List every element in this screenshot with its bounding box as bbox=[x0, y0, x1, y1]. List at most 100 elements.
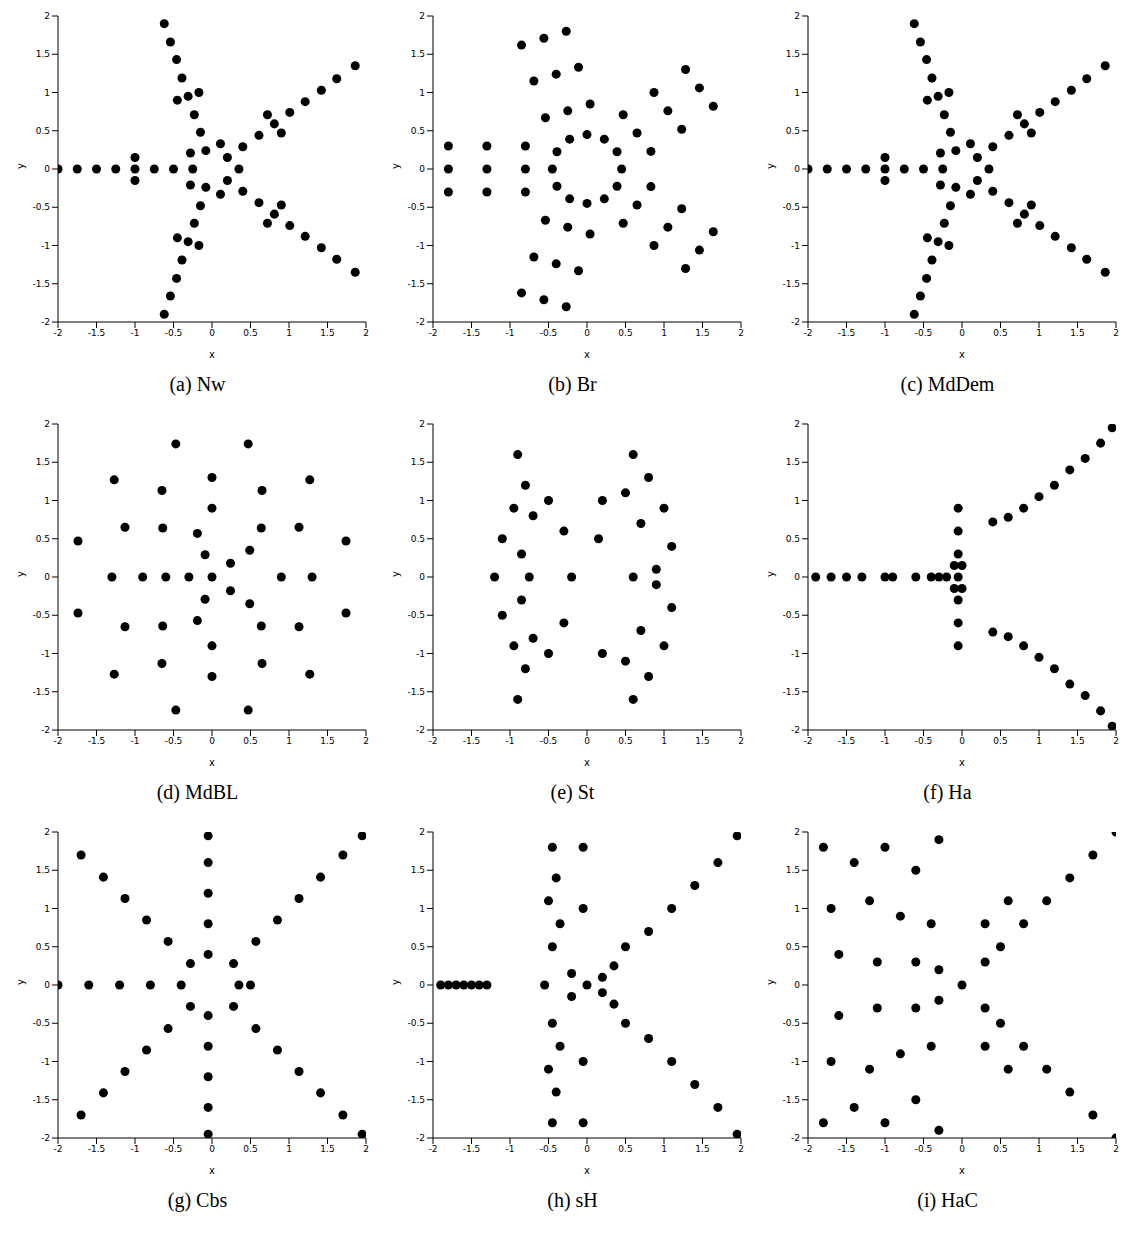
svg-text:2: 2 bbox=[794, 827, 800, 837]
svg-text:-2: -2 bbox=[41, 725, 50, 735]
svg-text:-1.5: -1.5 bbox=[87, 1144, 105, 1154]
svg-text:-1: -1 bbox=[791, 649, 800, 659]
svg-text:1: 1 bbox=[1036, 328, 1042, 338]
svg-text:-2: -2 bbox=[416, 725, 425, 735]
svg-text:-0.5: -0.5 bbox=[782, 202, 800, 212]
svg-text:2: 2 bbox=[738, 736, 744, 746]
svg-text:2: 2 bbox=[794, 419, 800, 429]
svg-text:-1.5: -1.5 bbox=[32, 687, 50, 697]
svg-text:0: 0 bbox=[584, 736, 590, 746]
svg-text:2: 2 bbox=[1113, 1144, 1119, 1154]
svg-text:y: y bbox=[764, 571, 775, 577]
svg-text:-1: -1 bbox=[41, 1057, 50, 1067]
svg-text:1.5: 1.5 bbox=[695, 736, 709, 746]
svg-text:1.5: 1.5 bbox=[320, 1144, 334, 1154]
svg-text:1.5: 1.5 bbox=[410, 49, 424, 59]
svg-text:0: 0 bbox=[44, 572, 50, 582]
svg-text:0: 0 bbox=[794, 980, 800, 990]
svg-text:1: 1 bbox=[1036, 1144, 1042, 1154]
svg-text:y: y bbox=[14, 571, 25, 577]
svg-text:-0.5: -0.5 bbox=[407, 610, 425, 620]
svg-text:-1.5: -1.5 bbox=[462, 328, 480, 338]
svg-text:1: 1 bbox=[419, 88, 425, 98]
svg-text:y: y bbox=[14, 163, 25, 169]
svg-text:0: 0 bbox=[419, 164, 425, 174]
svg-text:0.5: 0.5 bbox=[618, 736, 632, 746]
svg-text:1.5: 1.5 bbox=[410, 865, 424, 875]
svg-text:-1.5: -1.5 bbox=[462, 736, 480, 746]
svg-text:0.5: 0.5 bbox=[785, 942, 799, 952]
svg-text:2: 2 bbox=[44, 827, 50, 837]
svg-text:2: 2 bbox=[419, 419, 425, 429]
svg-text:-2: -2 bbox=[53, 736, 62, 746]
svg-text:2: 2 bbox=[738, 1144, 744, 1154]
svg-text:-1.5: -1.5 bbox=[32, 1095, 50, 1105]
svg-text:-0.5: -0.5 bbox=[164, 1144, 182, 1154]
svg-text:-1.5: -1.5 bbox=[87, 328, 105, 338]
svg-text:-2: -2 bbox=[791, 1133, 800, 1143]
svg-text:-1: -1 bbox=[41, 649, 50, 659]
svg-text:x: x bbox=[209, 1165, 215, 1176]
svg-text:-1.5: -1.5 bbox=[462, 1144, 480, 1154]
svg-text:1: 1 bbox=[286, 1144, 292, 1154]
svg-text:y: y bbox=[764, 979, 775, 985]
svg-text:0: 0 bbox=[959, 1144, 965, 1154]
svg-text:0.5: 0.5 bbox=[243, 736, 257, 746]
svg-text:-2: -2 bbox=[791, 317, 800, 327]
svg-text:-2: -2 bbox=[416, 317, 425, 327]
svg-text:-1: -1 bbox=[880, 1144, 889, 1154]
svg-text:0: 0 bbox=[794, 572, 800, 582]
svg-text:-1.5: -1.5 bbox=[782, 279, 800, 289]
svg-text:1.5: 1.5 bbox=[785, 865, 799, 875]
svg-text:0.5: 0.5 bbox=[243, 328, 257, 338]
svg-text:2: 2 bbox=[1113, 328, 1119, 338]
svg-text:-1: -1 bbox=[791, 1057, 800, 1067]
svg-text:-0.5: -0.5 bbox=[914, 736, 932, 746]
svg-text:-2: -2 bbox=[428, 328, 437, 338]
svg-text:1.5: 1.5 bbox=[1070, 328, 1084, 338]
svg-text:-0.5: -0.5 bbox=[32, 610, 50, 620]
svg-text:1: 1 bbox=[794, 904, 800, 914]
svg-text:1.5: 1.5 bbox=[35, 865, 49, 875]
svg-text:2: 2 bbox=[44, 11, 50, 21]
svg-text:-2: -2 bbox=[53, 1144, 62, 1154]
svg-text:-1.5: -1.5 bbox=[837, 736, 855, 746]
svg-text:1.5: 1.5 bbox=[785, 49, 799, 59]
svg-text:2: 2 bbox=[44, 419, 50, 429]
svg-text:0.5: 0.5 bbox=[410, 534, 424, 544]
svg-text:0: 0 bbox=[584, 1144, 590, 1154]
svg-text:1.5: 1.5 bbox=[1070, 736, 1084, 746]
svg-text:0.5: 0.5 bbox=[35, 534, 49, 544]
svg-text:-1: -1 bbox=[505, 328, 514, 338]
svg-text:-1.5: -1.5 bbox=[407, 279, 425, 289]
svg-text:1.5: 1.5 bbox=[35, 49, 49, 59]
svg-text:x: x bbox=[584, 349, 590, 360]
svg-text:-1: -1 bbox=[880, 736, 889, 746]
svg-text:-2: -2 bbox=[416, 1133, 425, 1143]
svg-text:0: 0 bbox=[794, 164, 800, 174]
svg-text:-0.5: -0.5 bbox=[164, 736, 182, 746]
svg-text:-1: -1 bbox=[130, 328, 139, 338]
svg-text:0: 0 bbox=[419, 980, 425, 990]
svg-text:2: 2 bbox=[419, 11, 425, 21]
svg-text:1.5: 1.5 bbox=[320, 328, 334, 338]
svg-text:-0.5: -0.5 bbox=[539, 736, 557, 746]
svg-text:1.5: 1.5 bbox=[695, 1144, 709, 1154]
svg-text:1.5: 1.5 bbox=[410, 457, 424, 467]
svg-text:-2: -2 bbox=[803, 736, 812, 746]
svg-text:y: y bbox=[764, 163, 775, 169]
svg-text:1.5: 1.5 bbox=[695, 328, 709, 338]
svg-text:2: 2 bbox=[1113, 736, 1119, 746]
svg-text:1: 1 bbox=[794, 88, 800, 98]
svg-text:-1.5: -1.5 bbox=[782, 1095, 800, 1105]
svg-text:x: x bbox=[584, 757, 590, 768]
svg-text:1: 1 bbox=[1036, 736, 1042, 746]
svg-text:-0.5: -0.5 bbox=[407, 1018, 425, 1028]
svg-text:2: 2 bbox=[738, 328, 744, 338]
svg-text:y: y bbox=[389, 571, 400, 577]
svg-text:1: 1 bbox=[419, 496, 425, 506]
svg-text:-1.5: -1.5 bbox=[837, 328, 855, 338]
svg-text:-2: -2 bbox=[41, 1133, 50, 1143]
svg-text:2: 2 bbox=[794, 11, 800, 21]
svg-text:-1: -1 bbox=[416, 1057, 425, 1067]
